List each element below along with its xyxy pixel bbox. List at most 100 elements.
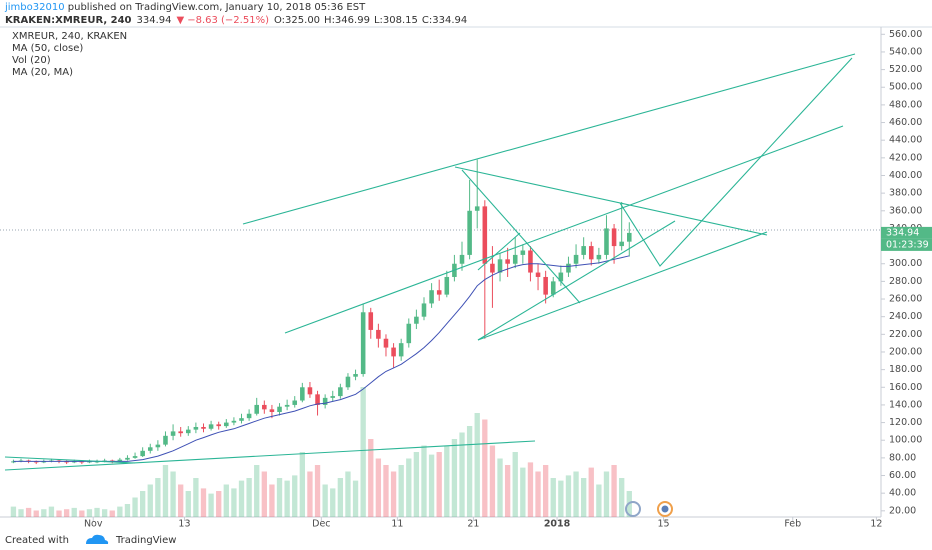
- y-tick-label: 500.00: [889, 82, 922, 93]
- trendline[interactable]: [4, 456, 136, 464]
- candle-body: [497, 259, 503, 273]
- volume-bar: [155, 478, 161, 517]
- y-tick-label: 260.00: [889, 294, 922, 305]
- volume-bar: [345, 471, 351, 517]
- candle-body: [307, 387, 313, 395]
- candle-body: [239, 418, 244, 421]
- candle-body: [254, 404, 259, 414]
- trendline[interactable]: [454, 166, 768, 236]
- volume-bar: [512, 452, 518, 517]
- y-tick-label: 100.00: [889, 435, 922, 446]
- candle-body: [11, 461, 16, 463]
- volume-bar: [565, 475, 572, 517]
- trendline[interactable]: [477, 231, 768, 341]
- volume-bar: [421, 445, 427, 517]
- countdown-box: [881, 238, 932, 251]
- volume-bar: [322, 484, 328, 517]
- y-tick-label: 140.00: [889, 399, 922, 410]
- event-icon-core: [661, 505, 669, 513]
- candle-body: [87, 461, 92, 463]
- volume-bar: [482, 419, 488, 517]
- x-tick-label: Nov: [84, 519, 103, 530]
- y-tick-label: 560.00: [889, 29, 922, 40]
- y-tick-label: 540.00: [889, 46, 922, 57]
- event-icon[interactable]: [657, 501, 673, 517]
- last-price-label: 334.94: [886, 227, 919, 238]
- x-tick-label: 21: [467, 519, 479, 530]
- volume-bar: [162, 465, 169, 517]
- x-tick-label: 12: [870, 519, 882, 530]
- candle-body: [201, 426, 206, 429]
- volume-bar: [489, 445, 496, 517]
- y-tick-label: 280.00: [889, 276, 922, 287]
- candle-body: [398, 343, 404, 357]
- volume-bar: [101, 509, 108, 517]
- candle-body: [315, 394, 320, 405]
- y-tick-label: 20.00: [889, 505, 916, 516]
- candle-body: [391, 347, 396, 357]
- volume-bar: [504, 465, 511, 517]
- candle-body: [383, 338, 389, 348]
- volume-bar: [299, 452, 305, 517]
- volume-bar: [147, 484, 153, 517]
- trendline[interactable]: [284, 125, 844, 334]
- candle-body: [573, 254, 579, 264]
- candle-body: [246, 413, 252, 419]
- volume-bar: [542, 465, 549, 517]
- candle-body: [216, 424, 221, 427]
- trendline[interactable]: [242, 53, 856, 225]
- y-tick-label: 520.00: [889, 64, 922, 75]
- volume-bar: [56, 510, 62, 517]
- candle-body: [566, 263, 571, 273]
- candle-body: [376, 329, 381, 339]
- y-tick-label: 220.00: [889, 329, 922, 340]
- candle-body: [528, 250, 533, 273]
- candle-body: [79, 461, 85, 463]
- volume-bar: [619, 478, 625, 517]
- volume-bar: [444, 445, 450, 517]
- y-tick-label: 160.00: [889, 382, 922, 393]
- volume-bar: [352, 480, 359, 517]
- volume-bar: [520, 467, 526, 517]
- trendline[interactable]: [4, 440, 536, 471]
- y-tick-label: 400.00: [889, 170, 922, 181]
- volume-bar: [406, 458, 412, 517]
- volume-bar: [231, 488, 237, 517]
- volume-bar: [86, 509, 93, 517]
- volume-bar: [254, 465, 260, 517]
- trendline[interactable]: [461, 169, 581, 304]
- trendline[interactable]: [477, 220, 676, 341]
- volume-bar: [79, 510, 85, 517]
- volume-bar: [109, 510, 115, 517]
- volume-bar: [94, 507, 100, 517]
- x-tick-label: 13: [178, 519, 190, 530]
- logo: [86, 534, 109, 544]
- moving-average: [13, 255, 630, 462]
- candle-body: [163, 435, 168, 445]
- volume-bar: [550, 478, 556, 517]
- volume-bar: [261, 471, 267, 517]
- legend-item: MA (50, close): [12, 43, 83, 54]
- candle-body: [155, 444, 161, 448]
- ohlc: H:346.99: [324, 15, 370, 26]
- author[interactable]: jimbo32010: [4, 2, 65, 13]
- x-tick-label: 2018: [544, 519, 571, 530]
- candle-body: [33, 461, 39, 463]
- candle-body: [512, 254, 518, 264]
- trendline[interactable]: [477, 232, 521, 271]
- volume-bar: [25, 507, 32, 517]
- volume-bar: [375, 458, 382, 517]
- event-icon[interactable]: [625, 501, 641, 517]
- x-tick-label: 15: [657, 519, 669, 530]
- y-tick-label: 460.00: [889, 117, 922, 128]
- volume-bar: [284, 480, 290, 517]
- volume-bar: [10, 506, 17, 517]
- volume-bar: [497, 458, 503, 517]
- y-tick-label: 440.00: [889, 135, 922, 146]
- volume-bar: [223, 484, 229, 517]
- symbol: KRAKEN:XMREUR, 240: [5, 15, 132, 26]
- footer-brand[interactable]: TradingView: [115, 535, 176, 546]
- volume-bar: [216, 491, 222, 517]
- projection[interactable]: [619, 57, 853, 267]
- candle-body: [41, 461, 47, 463]
